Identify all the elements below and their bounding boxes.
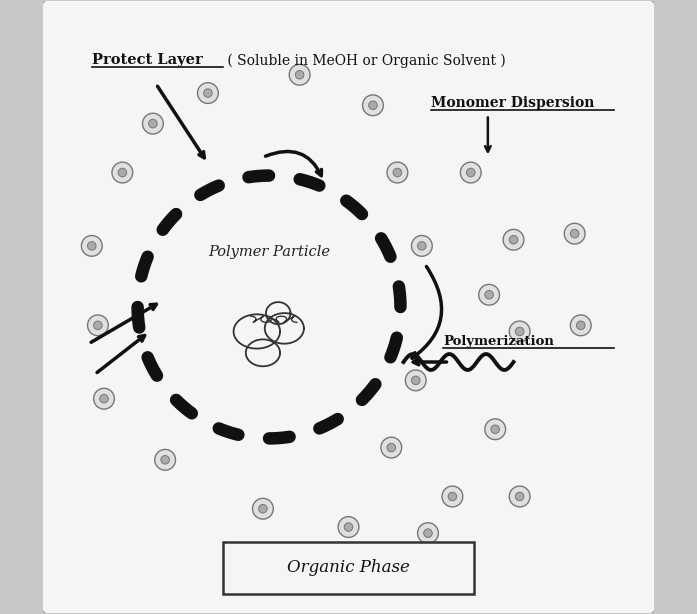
Circle shape [479,284,500,305]
Circle shape [118,168,127,177]
Circle shape [393,168,401,177]
Circle shape [485,290,493,299]
Circle shape [510,321,530,342]
Circle shape [387,162,408,183]
Circle shape [289,64,310,85]
Circle shape [510,236,518,244]
Circle shape [406,370,426,391]
Circle shape [88,315,108,336]
Circle shape [82,236,102,256]
Circle shape [466,168,475,177]
Circle shape [142,113,163,134]
Text: Organic Phase: Organic Phase [287,559,410,577]
Circle shape [112,162,132,183]
Circle shape [369,101,377,109]
FancyBboxPatch shape [223,542,474,594]
Circle shape [576,321,585,330]
Circle shape [296,71,304,79]
Circle shape [338,516,359,537]
Circle shape [100,394,108,403]
Text: Protect Layer: Protect Layer [92,53,203,68]
Circle shape [570,230,579,238]
Circle shape [93,321,102,330]
Circle shape [88,241,96,250]
Circle shape [259,505,267,513]
Circle shape [503,230,524,250]
Circle shape [515,327,524,336]
Circle shape [460,162,481,183]
Circle shape [362,95,383,115]
Circle shape [418,523,438,543]
Circle shape [148,119,158,128]
Circle shape [411,236,432,256]
Circle shape [570,315,591,336]
Circle shape [93,388,114,409]
Circle shape [510,486,530,507]
Circle shape [381,437,401,458]
Circle shape [565,223,585,244]
Circle shape [344,523,353,531]
Circle shape [161,456,169,464]
Text: ( Soluble in MeOH or Organic Solvent ): ( Soluble in MeOH or Organic Solvent ) [223,53,506,68]
Circle shape [515,492,524,501]
Text: Polymerization: Polymerization [443,335,554,348]
Circle shape [442,486,463,507]
Text: Monomer Dispersion: Monomer Dispersion [431,96,595,110]
Circle shape [424,529,432,537]
Circle shape [418,241,426,250]
Circle shape [491,425,500,433]
Circle shape [197,83,218,104]
Circle shape [485,419,505,440]
Circle shape [387,443,396,452]
Circle shape [448,492,457,501]
Circle shape [411,376,420,384]
Text: Polymer Particle: Polymer Particle [208,245,330,259]
Circle shape [252,499,273,519]
Circle shape [155,449,176,470]
Circle shape [204,89,212,98]
FancyBboxPatch shape [37,0,660,614]
